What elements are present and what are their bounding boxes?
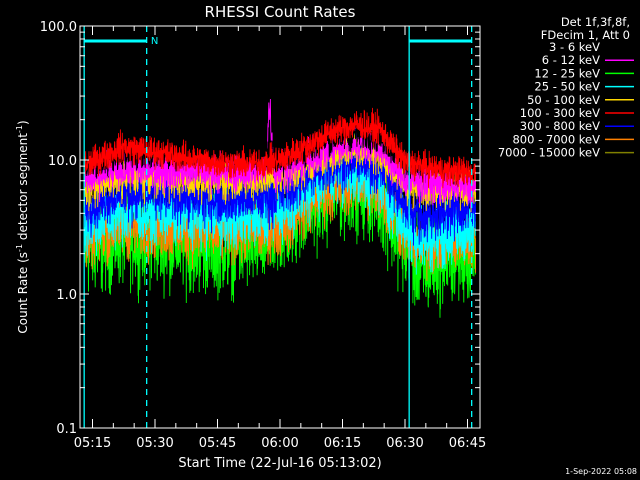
y-tick-label: 100.0 [40, 20, 77, 35]
legend-label: 800 - 7000 keV [512, 132, 600, 146]
y-axis-label: Count Rate (s-1 detector segment-1) [15, 120, 30, 333]
legend-header-line: FDecim 1, Att 0 [541, 28, 630, 42]
y-tick-label: 1.0 [56, 288, 77, 303]
y-axis-label-sup2: -1 [15, 125, 24, 133]
series-line-3-6-kev [83, 114, 477, 185]
night-markers: N [83, 26, 473, 428]
x-tick-label: 05:30 [136, 436, 173, 451]
x-axis: 05:15 05:30 05:45 06:00 06:15 06:30 06:45 [74, 26, 486, 451]
y-axis-label-sup: -1 [15, 244, 24, 252]
series-line-100-300-kev [83, 107, 477, 189]
legend-label: 50 - 100 keV [527, 93, 600, 107]
timestamp: 1-Sep-2022 05:08 [565, 467, 637, 476]
x-axis-label: Start Time (22-Jul-16 05:13:02) [178, 456, 381, 471]
night-label: N [151, 36, 158, 47]
x-tick-label: 05:45 [199, 436, 236, 451]
legend-label: 6 - 12 keV [542, 53, 600, 67]
x-tick-label: 06:30 [386, 436, 423, 451]
legend-label: 3 - 6 keV [549, 40, 600, 54]
x-tick-label: 06:15 [324, 436, 361, 451]
x-tick-label: 06:45 [449, 436, 486, 451]
y-axis-label-end: ) [16, 120, 30, 125]
y-axis-label-mid: detector segment [16, 133, 30, 244]
series-line-800-7000-kev [83, 142, 477, 281]
y-axis-label-main: Count Rate (s [16, 252, 30, 334]
plot-area [83, 98, 477, 318]
legend-header-line: Det 1f,3f,8f, [561, 15, 630, 29]
legend-label: 25 - 50 keV [534, 80, 600, 94]
y-tick-label: 10.0 [48, 154, 77, 169]
y-tick-label: 0.1 [56, 422, 77, 437]
x-tick-label: 05:15 [74, 436, 111, 451]
x-tick-label: 06:00 [261, 436, 298, 451]
legend-label: 7000 - 15000 keV [498, 146, 600, 160]
y-axis: 0.1 1.0 10.0 100.0 [40, 20, 480, 437]
chart-title: RHESSI Count Rates [205, 3, 356, 21]
legend-label: 300 - 800 keV [520, 119, 600, 133]
legend-label: 12 - 25 keV [534, 66, 600, 80]
legend-label: 100 - 300 keV [520, 106, 600, 120]
